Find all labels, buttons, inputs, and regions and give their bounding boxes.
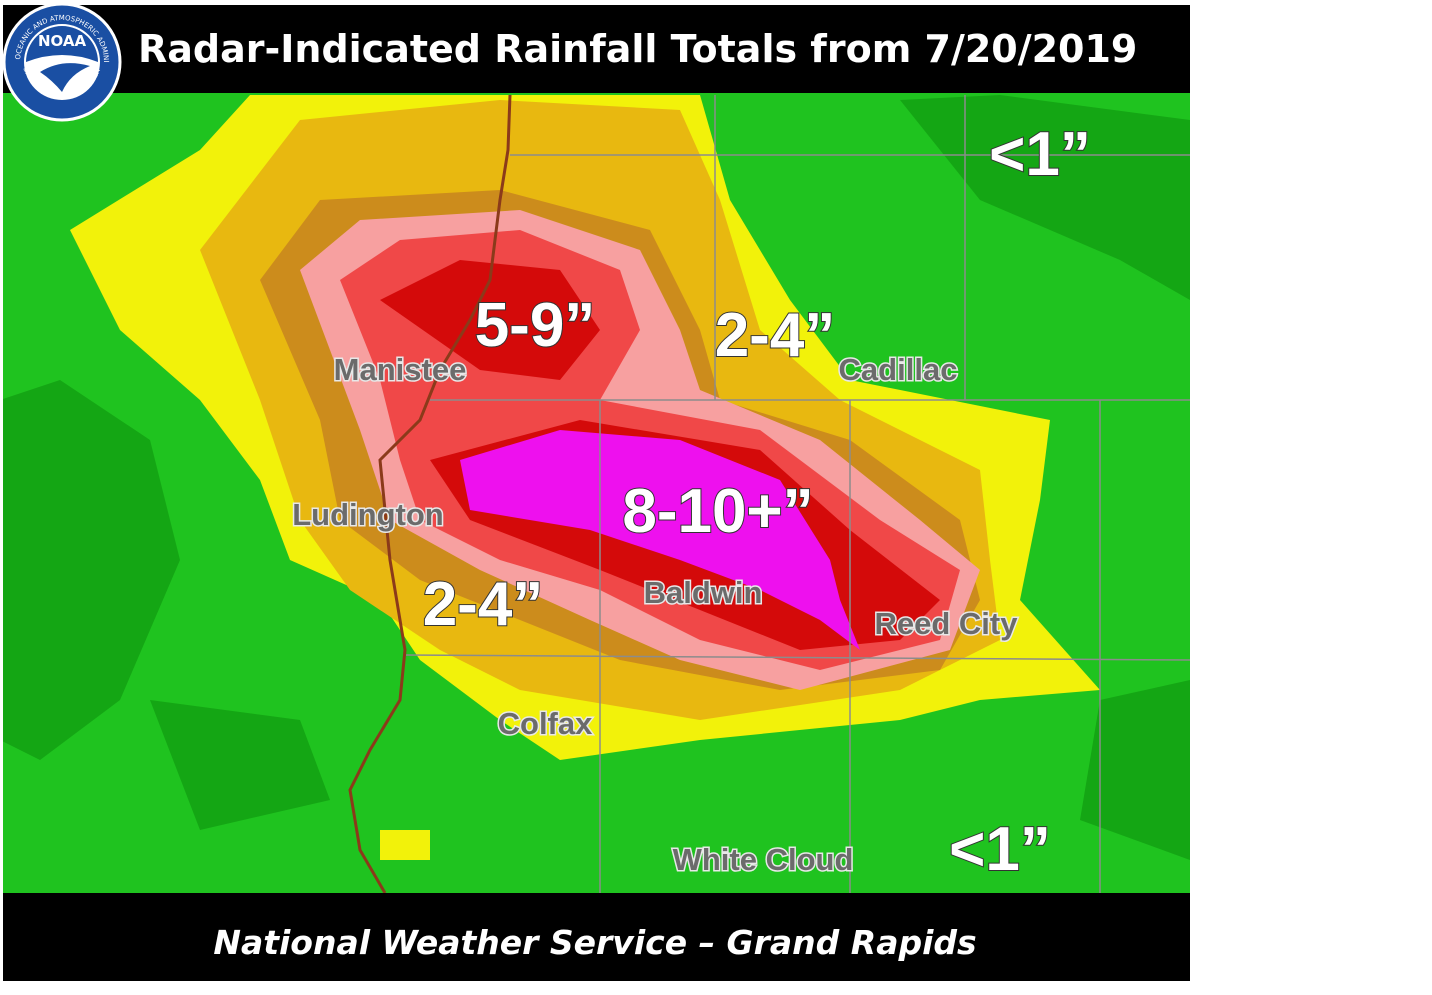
city-label: Ludington [292, 497, 444, 532]
county-lines [404, 95, 1190, 893]
rain-amount: 5-9” [475, 291, 596, 360]
header-bar [3, 5, 1190, 93]
rain-amount: 8-10+” [622, 477, 813, 546]
city-label: Colfax [498, 706, 594, 741]
city-label: White Cloud [673, 842, 854, 877]
city-label: Cadillac [839, 352, 958, 387]
rain-amount: 2-4” [423, 570, 544, 639]
city-label: Manistee [334, 352, 467, 387]
city-label: Baldwin [644, 575, 763, 610]
rain-10plus [460, 430, 860, 650]
footer-bar [3, 893, 1190, 981]
city-label: Reed City [875, 606, 1019, 641]
title: Radar-Indicated Rainfall Totals from 7/2… [138, 27, 1137, 71]
shoreline [348, 94, 512, 893]
rain-amount: <1” [989, 120, 1091, 189]
footer: National Weather Service – Grand Rapids [213, 923, 976, 962]
logo-name: NOAA [38, 32, 87, 50]
rain-amount: 2-4” [715, 301, 836, 370]
rain-amount: <1” [949, 815, 1051, 884]
map-area [3, 93, 1190, 893]
rain-lt1-dark [3, 95, 1190, 860]
